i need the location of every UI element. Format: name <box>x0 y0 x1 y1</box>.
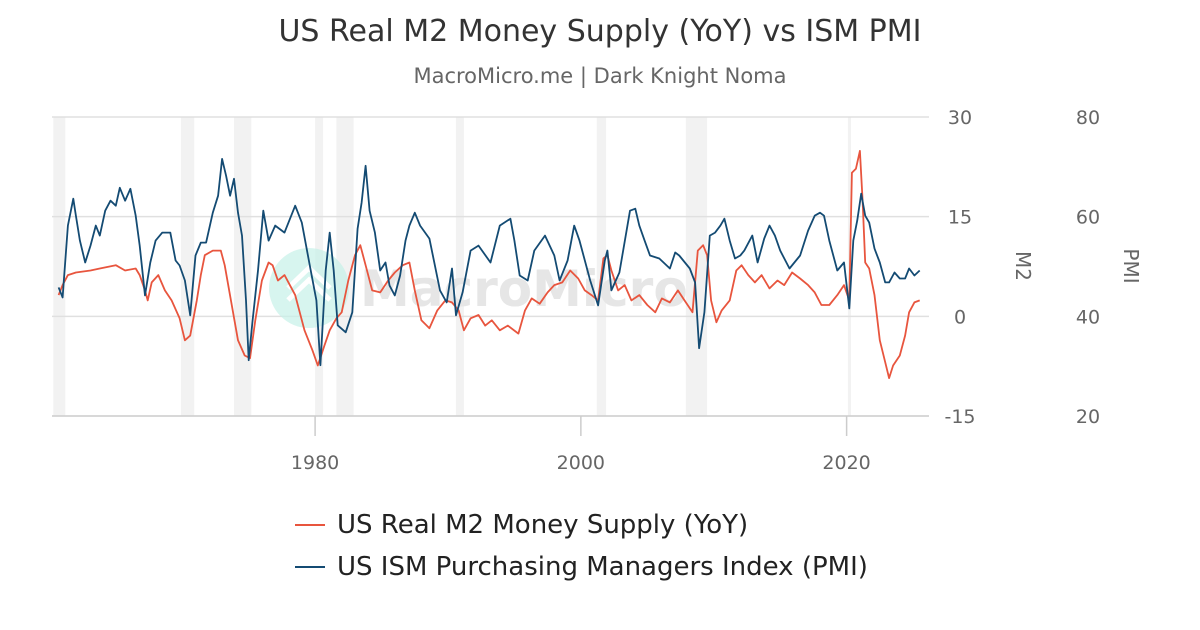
y-right-tick-label: 20 <box>1076 406 1100 428</box>
y-left-tick-label: -15 <box>944 406 975 428</box>
recession-band <box>53 117 66 416</box>
legend-label-m2: US Real M2 Money Supply (YoY) <box>337 510 749 540</box>
series-line-m2 <box>57 150 921 379</box>
y-left-tick-label: 15 <box>948 207 972 229</box>
y-right-tick-label: 80 <box>1076 107 1100 129</box>
recession-band <box>596 117 607 416</box>
recession-band <box>234 117 252 416</box>
recession-band <box>455 117 464 416</box>
y-right-axis-title: PMI <box>1119 248 1143 283</box>
series-line-pmi <box>57 158 921 367</box>
legend-item-m2[interactable]: US Real M2 Money Supply (YoY) <box>295 510 748 540</box>
legend-item-pmi[interactable]: US ISM Purchasing Managers Index (PMI) <box>295 552 868 582</box>
legend-label-pmi: US ISM Purchasing Managers Index (PMI) <box>337 552 868 582</box>
chart-subtitle: MacroMicro.me | Dark Knight Noma <box>413 64 787 88</box>
y-left-tick-label: 30 <box>948 107 972 129</box>
watermark-text: MacroMicro <box>360 260 688 318</box>
legend-swatch-m2 <box>295 524 325 526</box>
chart-title: US Real M2 Money Supply (YoY) vs ISM PMI <box>278 14 922 49</box>
y-right-tick-label: 40 <box>1076 306 1100 328</box>
x-tick-label: 2020 <box>822 452 870 474</box>
legend-swatch-pmi <box>295 566 325 568</box>
y-left-tick-label: 0 <box>954 306 966 328</box>
x-tick-label: 1980 <box>291 452 339 474</box>
y-left-axis-title: M2 <box>1011 251 1035 281</box>
watermark-logo <box>269 248 349 328</box>
recession-band <box>180 117 195 416</box>
y-right-tick-label: 60 <box>1076 207 1100 229</box>
recession-band <box>336 117 354 416</box>
x-tick-label: 2000 <box>557 452 605 474</box>
